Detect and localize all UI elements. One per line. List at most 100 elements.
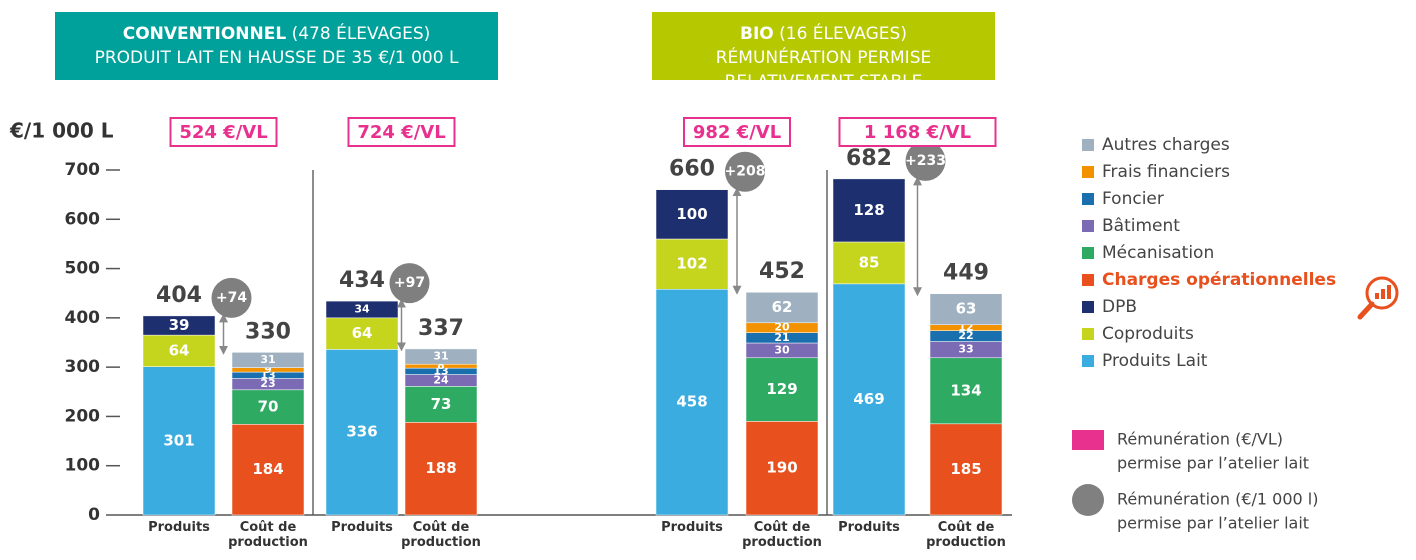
data-label: 336	[346, 423, 377, 441]
data-label: 184	[252, 460, 283, 478]
remuneration-label: 524 €/VL	[179, 122, 267, 143]
panel-title: CONVENTIONNEL	[122, 24, 287, 44]
data-label: 185	[950, 460, 981, 478]
margin-badge	[211, 277, 252, 318]
data-label: 128	[853, 201, 884, 219]
bar-segment	[325, 317, 399, 350]
legend-swatch	[1082, 247, 1094, 259]
bar-segment	[655, 238, 729, 290]
data-label: 34	[354, 302, 370, 315]
legend-label: DPB	[1102, 297, 1137, 317]
y-tick-label: 600	[65, 209, 101, 229]
legend-note: Rémunération (€/1 000 l)	[1117, 490, 1318, 509]
total-label: 452	[759, 259, 805, 284]
panel-line: BIO (16 ÉLEVAGES)	[652, 22, 995, 46]
legend-label: Coproduits	[1102, 324, 1194, 344]
legend-label: Charges opérationnelles	[1102, 270, 1336, 290]
data-label: 70	[258, 398, 279, 416]
bar-segment	[142, 334, 216, 367]
remuneration-box	[838, 117, 997, 147]
x-tick-label: Coût de production	[742, 520, 822, 550]
x-tick-label: Produits	[838, 520, 900, 535]
x-tick-label: Produits	[331, 520, 393, 535]
x-tick-label: Coût de production	[401, 520, 481, 550]
data-label: 73	[431, 395, 452, 413]
data-label: 100	[676, 205, 707, 223]
data-label: 33	[958, 343, 973, 356]
remuneration-box	[683, 117, 791, 147]
panel-title: BIO	[740, 24, 774, 44]
legend-label: Foncier	[1102, 189, 1164, 209]
y-tick-label: 300	[65, 357, 101, 377]
total-label: 449	[943, 261, 989, 286]
bar-segment	[655, 189, 729, 240]
data-label: 469	[853, 390, 884, 408]
data-label: 129	[766, 380, 797, 398]
legend-swatch	[1072, 430, 1104, 450]
bar-segment	[832, 283, 906, 516]
remuneration-box	[347, 117, 456, 147]
data-label: 301	[163, 431, 194, 449]
legend-swatch	[1082, 301, 1094, 313]
bar-segment	[142, 366, 216, 516]
icon	[1357, 276, 1399, 320]
legend-swatch	[1072, 484, 1104, 516]
bar-segment	[745, 421, 819, 516]
panel-note: (16 ÉLEVAGES)	[779, 24, 907, 44]
legend-note: permise par l’atelier lait	[1117, 514, 1309, 533]
data-label: 22	[958, 329, 973, 342]
data-label: 21	[774, 331, 789, 344]
panel-header: CONVENTIONNEL (478 ÉLEVAGES) PRODUIT LAIT…	[55, 12, 498, 80]
margin-badge	[389, 263, 430, 304]
panel-subtitle: RÉMUNÉRATION PERMISE RELATIVEMENT STABLE	[715, 48, 932, 92]
bar-segment	[832, 178, 906, 243]
margin-label: +208	[725, 164, 766, 180]
bar-segment	[231, 352, 305, 368]
bar-segment	[231, 424, 305, 516]
data-label: 23	[260, 377, 275, 390]
legend-label: Frais financiers	[1102, 162, 1230, 182]
bar-segment	[929, 293, 1003, 326]
x-tick-label: Coût de production	[228, 520, 308, 550]
bar-segment	[404, 348, 478, 365]
panel-note: (478 ÉLEVAGES)	[291, 24, 431, 44]
legend-swatch	[1082, 220, 1094, 232]
total-label: 337	[418, 316, 464, 341]
data-label: 64	[352, 324, 373, 342]
remuneration-box	[169, 117, 278, 147]
bar-segment	[325, 349, 399, 516]
legend-label: Mécanisation	[1102, 243, 1214, 263]
x-tick-label: Produits	[661, 520, 723, 535]
total-label: 660	[669, 157, 715, 182]
data-label: 188	[425, 459, 456, 477]
panel-line: CONVENTIONNEL (478 ÉLEVAGES)	[55, 22, 498, 46]
bar-segment	[404, 422, 478, 516]
legend-label: Produits Lait	[1102, 351, 1208, 371]
total-label: 682	[846, 146, 892, 171]
data-label: 24	[433, 373, 449, 386]
x-tick-label: Coût de production	[926, 520, 1006, 550]
y-tick-label: 0	[88, 505, 100, 525]
panel-subtitle: PRODUIT LAIT EN HAUSSE DE 35 €/1 000 L	[94, 48, 459, 68]
bar-segment	[404, 386, 478, 423]
data-label: 63	[956, 300, 977, 318]
data-label: 39	[169, 316, 190, 334]
y-tick-label: 200	[65, 406, 101, 426]
y-tick-label: 700	[65, 160, 101, 180]
panel-header: BIO (16 ÉLEVAGES) RÉMUNÉRATION PERMISE RE…	[652, 12, 995, 92]
data-label: 134	[950, 381, 981, 399]
bar-segment	[745, 357, 819, 422]
remuneration-label: 724 €/VL	[357, 122, 445, 143]
y-axis-label: €/1 000 L	[9, 119, 114, 143]
margin-badge	[905, 140, 946, 181]
x-tick-label: Produits	[148, 520, 210, 535]
remuneration-label: 982 €/VL	[693, 122, 781, 143]
margin-label: +97	[394, 275, 425, 291]
data-label: 62	[772, 298, 793, 316]
bar-segment	[655, 289, 729, 516]
legend-swatch	[1082, 193, 1094, 205]
legend-swatch	[1082, 274, 1094, 286]
margin-label: +74	[216, 290, 247, 306]
